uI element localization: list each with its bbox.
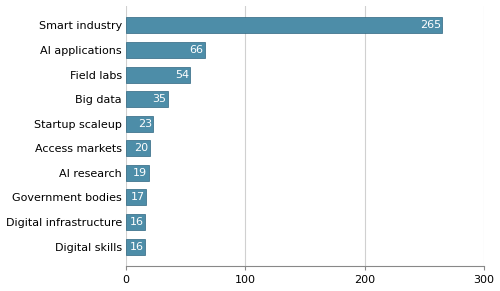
Bar — [126, 189, 146, 205]
Text: 19: 19 — [134, 168, 147, 178]
Bar — [126, 116, 154, 132]
Bar — [126, 91, 168, 107]
Bar — [126, 214, 145, 230]
Text: 17: 17 — [131, 192, 145, 203]
Bar — [126, 239, 145, 255]
Bar — [126, 42, 204, 58]
Text: 23: 23 — [138, 119, 152, 129]
Bar — [126, 140, 150, 156]
Text: 265: 265 — [420, 20, 441, 30]
Text: 35: 35 — [152, 94, 166, 104]
Text: 20: 20 — [134, 143, 148, 153]
Text: 16: 16 — [130, 242, 144, 252]
Bar — [126, 67, 190, 83]
Text: 66: 66 — [190, 45, 203, 55]
Text: 16: 16 — [130, 217, 144, 227]
Bar — [126, 165, 148, 181]
Text: 54: 54 — [175, 70, 189, 79]
Bar — [126, 17, 442, 33]
